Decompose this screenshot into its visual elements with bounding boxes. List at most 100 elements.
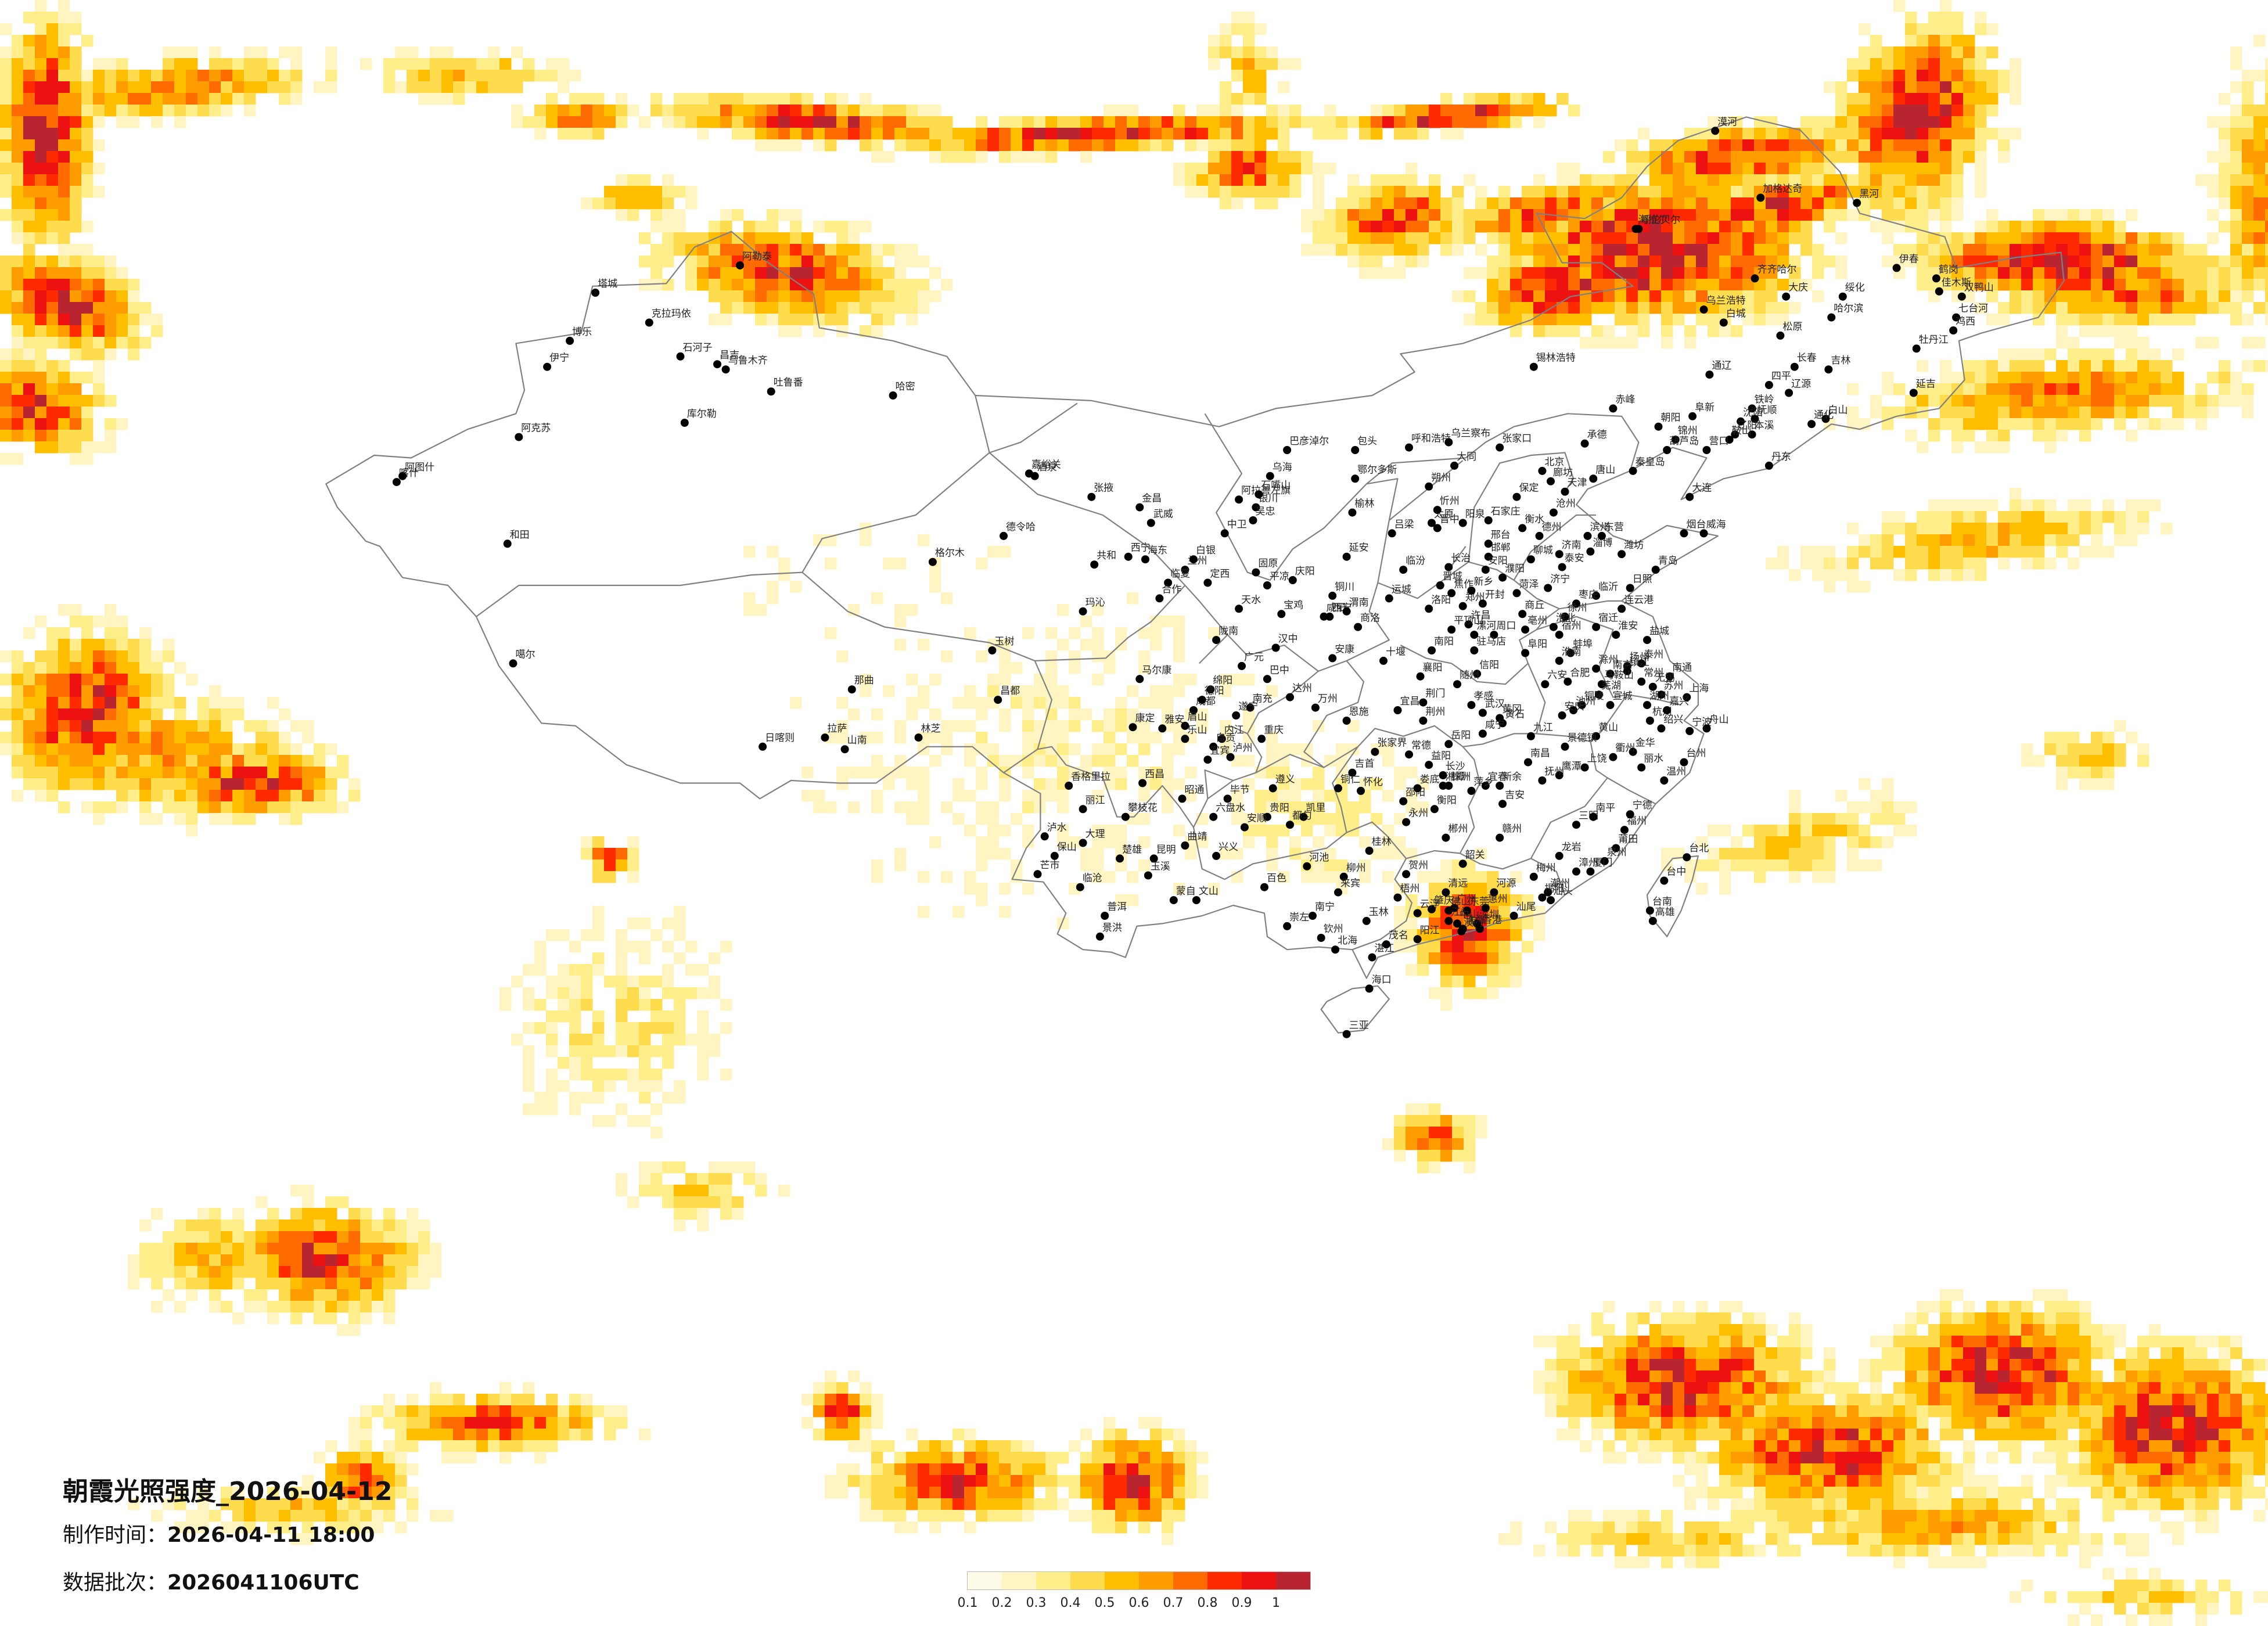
heat-cell	[1255, 139, 1267, 152]
heat-cell	[1475, 105, 1487, 117]
heat-cell	[58, 209, 70, 221]
heat-cell	[12, 360, 24, 372]
heat-cell	[558, 1057, 570, 1069]
heat-cell	[1568, 1336, 1580, 1348]
heat-cell	[2114, 511, 2126, 523]
heat-cell	[1789, 139, 1801, 152]
heat-cell	[163, 697, 175, 709]
heat-cell	[1940, 209, 1952, 221]
heat-cell	[1812, 1394, 1824, 1406]
heat-cell	[1940, 23, 1952, 35]
heat-cell	[1673, 209, 1685, 221]
heat-cell	[116, 279, 128, 291]
heat-cell	[767, 581, 779, 593]
heat-cell	[894, 244, 907, 256]
heat-cell	[1115, 1429, 1127, 1441]
heat-cell	[1278, 767, 1290, 779]
heat-cell	[1266, 163, 1278, 175]
heat-cell	[2230, 244, 2242, 256]
heat-cell	[116, 662, 128, 674]
heat-cell	[128, 708, 140, 721]
heat-cell	[569, 976, 581, 988]
heat-cell	[767, 314, 779, 326]
heat-cell	[1417, 105, 1429, 117]
heat-cell	[558, 1429, 570, 1441]
heat-cell	[256, 801, 268, 814]
heat-cell	[163, 81, 175, 93]
heat-cell	[2161, 302, 2173, 314]
heat-cell	[1464, 174, 1476, 186]
heat-cell	[1243, 151, 1255, 163]
heat-cell	[2033, 1452, 2045, 1464]
heat-cell	[23, 418, 35, 430]
heat-cell	[1742, 279, 1755, 291]
heat-cell	[1998, 1347, 2010, 1359]
heat-cell	[1766, 209, 1778, 221]
heat-cell	[1080, 755, 1092, 767]
heat-cell	[1452, 952, 1464, 965]
heat-cell	[2126, 1452, 2138, 1464]
heat-cell	[1963, 1417, 1975, 1429]
heat-cell	[1789, 1405, 1801, 1418]
heat-cell	[650, 1127, 663, 1139]
heat-cell	[1661, 267, 1673, 279]
heat-cell	[372, 1405, 384, 1418]
heat-cell	[1231, 12, 1243, 24]
heat-cell	[1347, 186, 1360, 198]
heat-cell	[697, 128, 709, 140]
heat-cell	[1847, 139, 1859, 152]
heat-cell	[2172, 267, 2184, 279]
heat-cell	[546, 1394, 558, 1406]
heat-cell	[105, 337, 117, 349]
heat-cell	[2102, 778, 2115, 790]
heat-cell	[1313, 778, 1325, 790]
heat-cell	[720, 221, 732, 233]
heat-cell	[93, 674, 105, 686]
heat-cell	[2033, 557, 2045, 570]
heat-cell	[616, 93, 628, 105]
heat-cell	[372, 1243, 384, 1255]
heat-cell	[2137, 418, 2150, 430]
heat-cell	[2079, 383, 2091, 395]
heat-cell	[1800, 1463, 1813, 1476]
heat-cell	[2195, 406, 2208, 419]
heat-cell	[1429, 894, 1441, 906]
heat-cell	[2195, 1370, 2208, 1383]
heat-cell	[1754, 1440, 1766, 1452]
heat-cell	[511, 1034, 523, 1046]
heat-cell	[2230, 209, 2242, 221]
heat-cell	[1847, 1452, 1859, 1464]
heat-cell	[1487, 302, 1499, 314]
heat-cell	[325, 778, 337, 790]
heat-cell	[1951, 1382, 1964, 1394]
heat-cell	[906, 314, 918, 326]
heat-cell	[1533, 1370, 1545, 1383]
heat-cell	[848, 232, 860, 244]
heat-cell	[1533, 918, 1545, 930]
heat-cell	[256, 755, 268, 767]
heat-cell	[1859, 151, 1871, 163]
heat-cell	[1196, 708, 1209, 721]
heat-cell	[1510, 325, 1522, 337]
heat-cell	[58, 267, 70, 279]
heat-cell	[1069, 697, 1081, 709]
heat-cell	[732, 290, 744, 303]
heat-cell	[755, 1185, 767, 1197]
heat-cell	[395, 58, 407, 70]
heat-cell	[1719, 325, 1731, 337]
heat-cell	[1498, 929, 1511, 941]
heat-cell	[2137, 302, 2150, 314]
heat-cell	[1951, 232, 1964, 244]
heat-cell	[976, 1463, 988, 1476]
heat-cell	[46, 627, 59, 639]
heat-cell	[1812, 546, 1824, 558]
heat-cell	[302, 1289, 314, 1301]
heat-cell	[2230, 197, 2242, 210]
heat-cell	[1278, 174, 1290, 186]
heat-cell	[709, 244, 721, 256]
heat-cell	[128, 662, 140, 674]
heat-cell	[755, 604, 767, 616]
heat-cell	[46, 395, 59, 407]
heat-cell	[314, 755, 326, 767]
heat-cell	[1951, 1336, 1964, 1348]
